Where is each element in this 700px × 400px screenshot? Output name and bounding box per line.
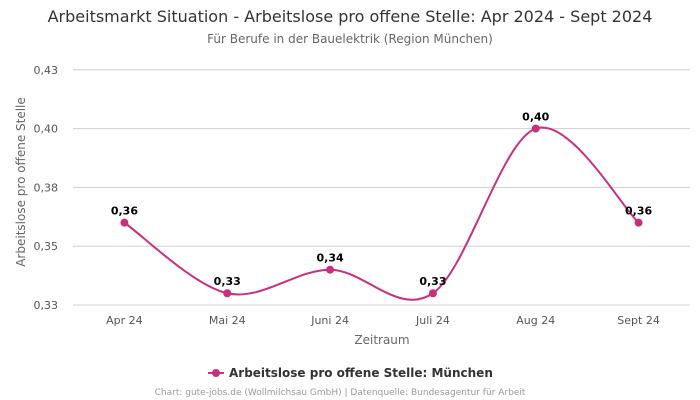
series-line (123, 126, 640, 301)
y-tick-label: 0,40 (34, 123, 59, 136)
data-point[interactable] (326, 265, 335, 274)
y-tick-label: 0,35 (34, 240, 59, 253)
x-axis-title: Zeitraum (354, 333, 409, 347)
data-point[interactable] (223, 289, 232, 298)
data-label: 0,34 (317, 252, 344, 265)
y-tick-label: 0,43 (34, 64, 59, 77)
x-axis-ticks: Apr 24 Mai 24 Juni 24 Juli 24 Aug 24 Sept 24 (106, 314, 660, 327)
x-tick-label: Juli 24 (415, 314, 450, 327)
x-tick-label: Sept 24 (617, 314, 660, 327)
y-axis-ticks: 0,33 0,35 0,38 0,40 0,43 (34, 64, 59, 312)
series (120, 124, 643, 301)
data-label: 0,36 (625, 205, 652, 218)
data-label: 0,33 (419, 275, 446, 288)
x-tick-label: Aug 24 (516, 314, 555, 327)
x-tick-label: Juni 24 (310, 314, 349, 327)
data-point[interactable] (531, 124, 540, 133)
data-label: 0,33 (214, 275, 241, 288)
legend-marker (212, 369, 220, 377)
data-point[interactable] (634, 218, 643, 227)
data-labels: 0,36 0,33 0,34 0,33 0,40 0,36 (111, 111, 653, 289)
legend-label: Arbeitslose pro offene Stelle: München (229, 366, 493, 380)
chart-title: Arbeitsmarkt Situation - Arbeitslose pro… (48, 7, 653, 26)
x-tick-label: Mai 24 (209, 314, 246, 327)
data-label: 0,36 (111, 205, 138, 218)
x-tick-label: Apr 24 (106, 314, 143, 327)
data-point[interactable] (120, 218, 129, 227)
y-axis-title: Arbeitslose pro offene Stelle (14, 97, 28, 267)
grid (73, 69, 690, 306)
data-label: 0,40 (522, 111, 549, 124)
chart-subtitle: Für Berufe in der Bauelektrik (Region Mü… (207, 32, 493, 46)
y-tick-label: 0,38 (34, 181, 59, 194)
y-tick-label: 0,33 (34, 299, 59, 312)
chart-credits: Chart: gute-jobs.de (Wollmilchsau GmbH) … (155, 388, 526, 398)
legend[interactable]: Arbeitslose pro offene Stelle: München (208, 366, 493, 380)
data-point[interactable] (428, 289, 437, 298)
